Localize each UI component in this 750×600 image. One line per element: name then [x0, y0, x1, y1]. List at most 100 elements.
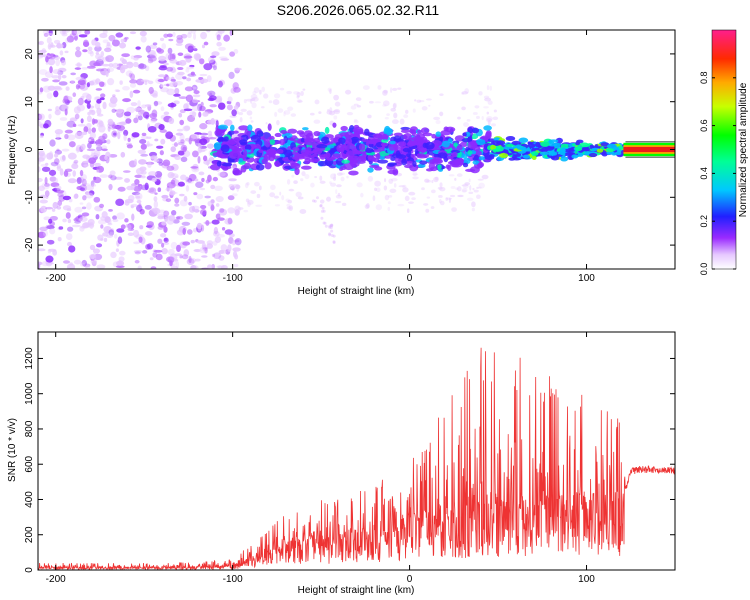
spectrogram-cell [138, 109, 147, 116]
spectrogram-cell [220, 144, 230, 153]
spectrogram-cell [108, 183, 113, 191]
spectrogram-cell [433, 176, 439, 183]
spectrogram-cell [95, 88, 103, 91]
spectrogram-cell [64, 108, 68, 116]
spectrogram-cell [475, 138, 486, 146]
spectrogram-cell [194, 258, 201, 262]
spectrogram-cell [87, 46, 93, 52]
spectrogram-cell [202, 155, 208, 162]
spectrogram-cell [139, 166, 147, 172]
spectrogram-cell [201, 242, 206, 250]
spectrogram-cell [476, 186, 479, 190]
snr-ytick-label: 1000 [24, 382, 35, 405]
spectrogram-cell [80, 143, 86, 151]
spectrogram-cell [328, 232, 332, 236]
spectrogram-cell [218, 255, 225, 261]
spectrogram-cell [445, 197, 449, 201]
spectrogram-cell [411, 129, 417, 137]
spectrogram-cell [163, 226, 168, 233]
spectrogram-cell [397, 203, 405, 207]
spectrogram-cell [79, 169, 84, 177]
spectrogram-cell [338, 137, 346, 144]
spectrogram-cell [115, 89, 121, 93]
spectrogram-cell [468, 191, 474, 195]
spectrogram-cell [508, 157, 516, 161]
spectrogram-cell [472, 187, 475, 191]
spectrogram-cell [165, 53, 171, 61]
spectrogram-cell [127, 137, 131, 142]
spectrogram-cell [144, 205, 152, 210]
spectrogram-cell [93, 196, 101, 203]
spectrogram-cell [425, 98, 432, 101]
spectrogram-cell [382, 104, 387, 107]
spectrogram-cell [108, 229, 115, 236]
spectrogram-cell [461, 187, 468, 193]
spectrogram-cell [51, 75, 60, 79]
spectrogram-cell [68, 198, 73, 203]
spectrogram-cell [152, 42, 158, 46]
spectrogram-cell [133, 249, 143, 253]
spectrogram-cell [198, 111, 202, 118]
spectrogram-cell [39, 135, 44, 139]
spectrogram-cell [150, 119, 157, 123]
spectrogram-cell [51, 208, 56, 212]
spectrogram-cell [169, 173, 179, 179]
spectrogram-cell [163, 62, 169, 66]
spectrogram-cell [38, 113, 45, 121]
spectrogram-cell [250, 134, 261, 143]
spectrogram-cell [420, 127, 430, 134]
spectrogram-cell [209, 95, 217, 101]
spectrogram-cell [232, 250, 238, 258]
spectrogram-cell [105, 44, 112, 49]
spectrogram-cell [329, 226, 333, 230]
spectrogram-cell [240, 108, 247, 112]
spectrogram-cell [107, 78, 115, 86]
spectrogram-cell [108, 101, 117, 108]
spectrogram-cell [217, 217, 225, 221]
spectrogram-cell [448, 174, 455, 177]
snr-xtick-label: -100 [223, 574, 243, 585]
spectrogram-cell [41, 77, 49, 82]
spectrogram-cell [148, 171, 157, 177]
spectrogram-cell [85, 184, 95, 191]
spectrogram-cell [197, 228, 202, 232]
spectrogram-cell [212, 176, 219, 182]
spectrogram-cell [199, 123, 208, 130]
spectrogram-cell [133, 229, 140, 238]
spectrogram-cell [299, 209, 307, 215]
spectrogram-cell [159, 150, 164, 156]
spectrogram-cell [68, 245, 76, 253]
spectrogram-cell [236, 185, 240, 192]
snr-ytick-label: 1200 [24, 347, 35, 370]
spectrogram-cell [145, 231, 153, 236]
spectrogram-cell [280, 129, 288, 135]
spectrogram-cell [319, 204, 323, 208]
spectrogram-cell [395, 150, 401, 157]
spectrogram-cell [124, 178, 130, 183]
spectrogram-cell [326, 144, 335, 149]
spectrogram-cell [200, 78, 209, 84]
spectrogram-cell [312, 148, 323, 155]
spectrogram-cell [54, 158, 60, 165]
spectrogram-cell [184, 213, 193, 220]
spectrogram-cell [185, 68, 190, 73]
spectrogram-cell [435, 131, 442, 137]
spectrogram-cell [227, 159, 235, 163]
spectrogram-cell [178, 193, 185, 197]
spectrogram-ytick-label: -20 [24, 237, 35, 252]
spectrogram-cell [99, 203, 104, 208]
spectrogram-cell [215, 203, 220, 207]
spectrogram-cell [441, 140, 450, 148]
spectrogram-cell [163, 111, 170, 116]
spectrogram-cell [376, 152, 381, 160]
spectrogram-cell [504, 149, 509, 154]
spectrogram-cell [274, 111, 278, 117]
spectrogram-cell [174, 197, 180, 204]
spectrogram-cell [225, 139, 236, 146]
spectrogram-cell [269, 192, 276, 198]
spectrogram-cell [193, 192, 198, 196]
spectrogram-cell [215, 95, 223, 103]
spectrogram-cell [304, 157, 311, 165]
spectrogram-cell [387, 206, 391, 212]
